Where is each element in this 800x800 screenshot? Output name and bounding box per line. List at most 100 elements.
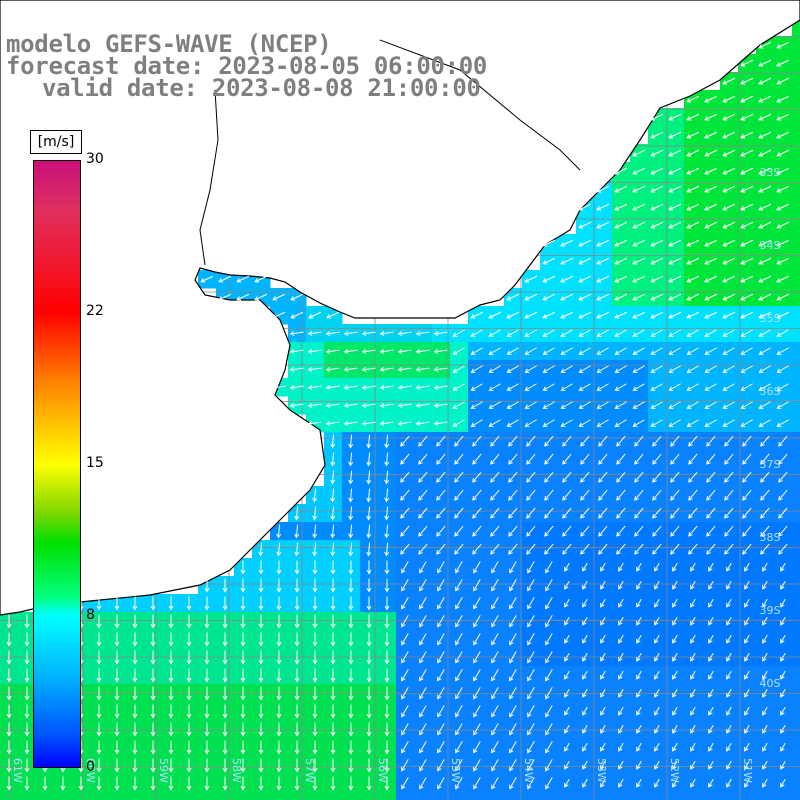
wind-arrow	[367, 524, 371, 538]
wind-arrow-head	[24, 677, 30, 683]
wind-arrow-head	[455, 568, 460, 574]
wind-arrow-head	[96, 749, 102, 755]
wind-arrow	[290, 331, 304, 335]
wind-arrow-head	[724, 531, 729, 537]
wind-arrow-head	[564, 584, 569, 590]
coastline	[0, 0, 800, 616]
wind-arrow	[508, 453, 518, 465]
wind-arrow-head	[509, 604, 514, 610]
wind-arrow-head	[401, 568, 406, 574]
wind-arrow-head	[276, 533, 282, 539]
wind-arrow-head	[762, 620, 767, 626]
wind-arrow-head	[454, 459, 459, 465]
wind-arrow-head	[258, 569, 264, 575]
wind-arrow	[525, 401, 537, 409]
wind-arrow	[618, 634, 624, 644]
wind-arrow	[650, 167, 664, 175]
wind-arrow-head	[596, 386, 602, 391]
wind-arrow-head	[114, 785, 120, 791]
wind-arrow	[561, 383, 573, 391]
wind-arrow	[722, 293, 736, 301]
wind-arrow-head	[760, 459, 765, 465]
wind-arrow	[688, 525, 698, 537]
wind-arrow	[742, 543, 752, 555]
wind-arrow	[509, 651, 517, 663]
wind-arrow	[349, 434, 353, 448]
wind-arrow-head	[491, 622, 496, 628]
wind-arrow-head	[722, 404, 728, 409]
wind-arrow	[726, 760, 732, 770]
wind-arrow-head	[508, 477, 513, 483]
wind-arrow-head	[384, 731, 390, 737]
wind-arrow	[437, 633, 445, 645]
wind-arrow	[597, 401, 609, 409]
wind-arrow	[778, 507, 788, 519]
wind-arrow-head	[618, 746, 623, 752]
wind-arrow-head	[524, 386, 530, 391]
wind-arrow	[326, 385, 340, 389]
wind-arrow	[618, 742, 624, 752]
wind-arrow	[545, 651, 553, 663]
wind-arrow	[722, 275, 736, 283]
wind-arrow-head	[706, 495, 711, 501]
border-line	[199, 89, 219, 266]
wind-arrow-head	[150, 641, 156, 647]
wind-arrow-head	[366, 551, 372, 557]
lon-label: 54W	[522, 758, 535, 783]
wind-arrow	[632, 311, 646, 319]
wind-arrow	[489, 419, 501, 427]
wind-arrow-head	[596, 422, 602, 427]
wind-arrow	[672, 724, 678, 734]
wind-arrow-head	[526, 441, 531, 447]
wind-arrow	[724, 471, 734, 483]
wind-arrow	[596, 293, 610, 301]
wind-arrow-head	[668, 296, 674, 301]
wind-arrow	[636, 724, 642, 734]
wind-arrow	[742, 507, 752, 519]
wind-arrow-head	[672, 746, 677, 752]
wind-arrow	[545, 723, 553, 735]
forecast-date: forecast date: 2023-08-05 06:00:00	[6, 52, 488, 80]
wind-arrow-head	[491, 694, 496, 700]
wind-arrow-head	[343, 420, 349, 426]
wind-arrow	[616, 525, 626, 537]
wind-arrow	[654, 562, 660, 572]
wind-arrow-head	[384, 461, 390, 467]
wind-arrow	[524, 275, 538, 283]
wind-arrow-head	[652, 531, 657, 537]
wind-arrow-head	[204, 677, 210, 683]
wind-arrow-head	[419, 658, 424, 664]
wind-arrow-head	[114, 623, 120, 629]
wind-arrow	[760, 435, 770, 447]
wind-arrow	[600, 760, 606, 770]
wind-arrow-head	[636, 728, 641, 734]
wind-arrow	[436, 543, 446, 555]
wind-arrow	[579, 329, 591, 337]
wind-arrow	[762, 562, 768, 572]
wind-arrow-head	[616, 441, 621, 447]
wind-arrow	[618, 616, 624, 626]
wind-arrow-head	[614, 224, 620, 229]
wind-arrow-head	[472, 513, 477, 519]
wind-arrow-head	[778, 549, 783, 555]
wind-arrow-head	[762, 710, 767, 716]
wind-arrow-head	[740, 314, 746, 319]
wind-arrow	[776, 41, 790, 49]
wind-arrow-head	[618, 602, 623, 608]
wind-arrow	[582, 652, 588, 662]
wind-arrow-head	[690, 656, 695, 662]
wind-arrow	[760, 471, 770, 483]
wind-arrow	[507, 383, 519, 391]
lon-label: 51W	[741, 758, 754, 783]
wind-arrow	[636, 670, 642, 680]
wind-arrow-head	[704, 422, 710, 427]
wind-arrow	[526, 435, 536, 447]
wind-arrow-head	[722, 296, 728, 301]
wind-arrow	[542, 311, 556, 319]
wind-arrow	[654, 724, 660, 734]
wind-arrow	[777, 383, 789, 391]
wind-arrow	[489, 329, 501, 337]
wind-arrow	[564, 670, 570, 680]
wind-cell	[792, 306, 800, 325]
wind-arrow-head	[330, 461, 336, 467]
